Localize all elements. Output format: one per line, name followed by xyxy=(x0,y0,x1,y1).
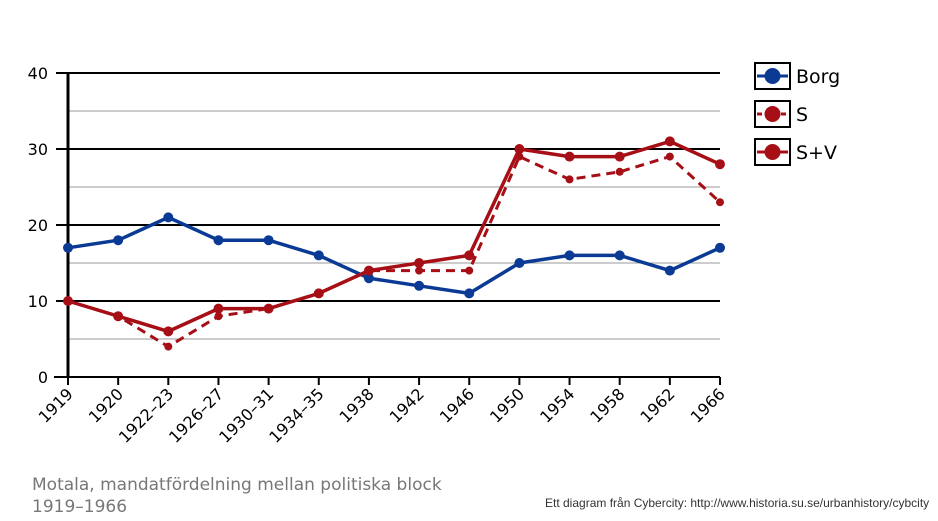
series-line-s xyxy=(67,155,722,349)
data-point-borg xyxy=(363,273,374,284)
data-point-borg xyxy=(63,242,73,253)
data-point-s xyxy=(615,167,624,176)
x-tick-label: 1958 xyxy=(586,384,628,426)
data-point-s-v xyxy=(313,288,324,299)
data-point-s-v xyxy=(263,303,274,314)
x-tick-label: 1962 xyxy=(636,384,678,426)
data-point-borg xyxy=(213,235,224,246)
data-point-borg xyxy=(564,250,575,261)
grid-lines xyxy=(68,72,720,340)
data-point-s xyxy=(164,342,173,351)
data-point-s xyxy=(716,198,724,207)
data-point-borg xyxy=(715,242,725,253)
data-point-s-v xyxy=(614,151,625,162)
data-point-borg xyxy=(464,288,475,299)
data-point-s-v xyxy=(715,159,725,170)
data-point-s-v xyxy=(113,311,124,322)
legend-marker-s xyxy=(764,106,781,122)
series-line-s-v xyxy=(67,139,721,334)
data-point-s-v xyxy=(564,151,575,162)
legend: Borg S S+V xyxy=(754,62,840,166)
x-tick-label: 1942 xyxy=(386,384,428,426)
legend-marker-borg xyxy=(764,68,781,84)
data-point-borg xyxy=(664,265,675,276)
data-point-s-v xyxy=(63,296,73,306)
legend-label-borg: Borg xyxy=(796,66,840,88)
legend-label-s-v: S+V xyxy=(796,142,837,164)
legend-label-s: S xyxy=(796,104,808,126)
y-axis-ticks: 0 10 20 30 40 xyxy=(28,64,68,387)
data-point-borg xyxy=(163,212,174,223)
data-point-borg xyxy=(414,280,425,291)
data-point-s-v xyxy=(414,258,425,268)
data-point-borg xyxy=(263,235,274,246)
data-point-s xyxy=(665,152,674,161)
x-tick-label: 1966 xyxy=(687,384,729,426)
x-tick-label: 1920 xyxy=(85,384,127,426)
data-point-s-v xyxy=(664,136,675,147)
legend-marker-s-v xyxy=(764,144,781,160)
data-point-s-v xyxy=(363,265,374,276)
data-point-borg xyxy=(113,235,124,246)
data-point-s-v xyxy=(464,250,475,261)
data-point-s-v xyxy=(213,303,224,314)
x-tick-label: 1950 xyxy=(486,384,528,426)
data-point-s xyxy=(465,266,474,275)
y-tick-label: 20 xyxy=(28,216,48,235)
data-point-borg xyxy=(313,250,324,261)
x-tick-label: 1946 xyxy=(436,384,478,426)
y-tick-label: 40 xyxy=(28,64,48,83)
source-credit: Ett diagram från Cybercity: http://www.h… xyxy=(545,496,930,510)
data-point-s xyxy=(565,175,574,184)
y-tick-label: 10 xyxy=(28,292,48,311)
y-tick-label: 0 xyxy=(38,368,48,387)
data-point-borg xyxy=(514,258,525,268)
y-tick-label: 30 xyxy=(28,140,48,159)
data-point-borg xyxy=(614,250,625,261)
data-point-s-v xyxy=(514,144,525,154)
data-point-s xyxy=(415,266,424,275)
chart-caption: Motala, mandatfördelning mellan politisk… xyxy=(32,475,442,517)
x-tick-label: 1934–35 xyxy=(265,384,327,446)
x-tick-label: 1938 xyxy=(336,384,378,426)
data-point-s xyxy=(214,312,223,321)
x-tick-label: 1919 xyxy=(35,384,77,426)
x-tick-label: 1954 xyxy=(536,384,578,426)
series-line-borg xyxy=(67,215,721,296)
series-group xyxy=(63,136,725,351)
data-point-s-v xyxy=(163,326,174,337)
